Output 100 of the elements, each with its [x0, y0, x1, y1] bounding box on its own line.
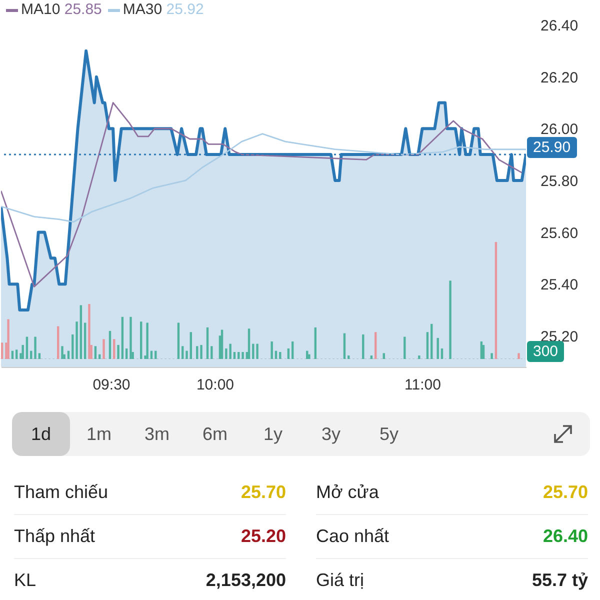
text: 25.70	[542, 481, 588, 504]
bar	[404, 336, 406, 359]
y-tick-label: 25.40	[540, 276, 578, 294]
bar	[308, 354, 310, 359]
bar	[270, 341, 273, 359]
bar	[494, 242, 498, 359]
bar	[490, 353, 493, 359]
bar	[248, 328, 250, 359]
bar	[22, 344, 24, 359]
ref-line-label: 25.90	[527, 136, 577, 158]
bar	[440, 348, 444, 359]
bar	[238, 352, 240, 359]
category-label: 3m	[143, 423, 170, 446]
bar	[210, 346, 213, 359]
x-tick-label: 10:00	[196, 376, 234, 394]
bar	[196, 346, 198, 359]
text: Cao nhất	[316, 526, 390, 546]
bar	[252, 344, 254, 359]
bar	[449, 280, 452, 359]
text: 25.70	[240, 481, 286, 504]
category-label: 1y	[262, 423, 284, 446]
bar	[61, 346, 64, 359]
bar	[113, 339, 116, 359]
text: Thấp nhất	[14, 526, 96, 546]
bar	[16, 350, 18, 359]
text: Giá trị	[316, 570, 364, 590]
bar	[80, 305, 82, 359]
x-tick-label: 11:00	[404, 376, 441, 394]
bar	[94, 346, 97, 359]
line-series	[1, 133, 526, 223]
bar	[220, 330, 224, 359]
category-label: 6m	[201, 423, 228, 446]
bar	[7, 319, 10, 359]
y-tick-label: 25.80	[540, 172, 578, 190]
category-label: 1m	[85, 423, 112, 446]
text: 2,153,200	[206, 569, 286, 592]
bar	[190, 332, 192, 359]
bar	[370, 355, 373, 359]
bar	[362, 334, 364, 359]
bar	[76, 322, 78, 359]
bar	[200, 344, 202, 359]
bar	[279, 352, 282, 359]
bar	[291, 341, 294, 359]
bar	[229, 344, 232, 359]
bar	[177, 322, 180, 359]
y-tick-label: 26.40	[540, 18, 578, 34]
text: 25.85	[64, 1, 102, 18]
bar	[314, 327, 317, 359]
bar	[242, 352, 244, 359]
legend-label: MA10	[21, 1, 62, 18]
legend-label: MA30	[122, 1, 164, 18]
category-label: 5y	[378, 423, 400, 446]
bar	[430, 324, 433, 359]
bar	[84, 322, 86, 359]
bar	[348, 355, 350, 359]
text: 25.20	[240, 525, 286, 548]
text: 300	[527, 341, 564, 362]
bar	[374, 332, 377, 359]
bar	[225, 348, 228, 359]
bar	[186, 350, 188, 359]
text: 55.7 tỷ	[532, 569, 588, 592]
bar	[117, 344, 120, 359]
bar	[146, 322, 148, 359]
bar	[34, 336, 36, 359]
bar	[518, 353, 520, 359]
text: Tham chiếu	[14, 482, 108, 502]
category-label: 3y	[320, 423, 342, 446]
text: Mở cửa	[316, 482, 379, 502]
bar	[121, 316, 124, 359]
bar	[233, 352, 236, 359]
bar	[140, 322, 142, 359]
bar	[88, 304, 90, 359]
bar	[287, 348, 290, 359]
bar	[72, 334, 74, 359]
category-label: 1d	[12, 412, 70, 456]
y-tick-label: 26.20	[540, 69, 578, 86]
bar	[436, 338, 439, 359]
text: 25.92	[166, 1, 204, 18]
bar	[57, 326, 60, 359]
bar	[38, 353, 41, 359]
bar	[382, 353, 385, 359]
bar	[480, 341, 483, 359]
bar	[418, 355, 420, 359]
bar	[426, 332, 429, 359]
bar	[206, 327, 209, 359]
bar	[130, 316, 132, 359]
x-tick-label: 09:30	[92, 376, 130, 394]
y-tick-label: 26.00	[540, 121, 578, 138]
bar	[26, 336, 28, 359]
bar	[182, 346, 184, 359]
bar	[482, 344, 485, 359]
y-tick-label: 25.60	[540, 224, 578, 242]
line-series	[1, 102, 523, 288]
bar	[0, 342, 4, 359]
bar	[108, 330, 112, 359]
bar	[102, 339, 105, 359]
bar	[256, 344, 258, 359]
bar	[343, 333, 346, 359]
text: KL	[14, 570, 36, 590]
bar	[125, 348, 128, 359]
